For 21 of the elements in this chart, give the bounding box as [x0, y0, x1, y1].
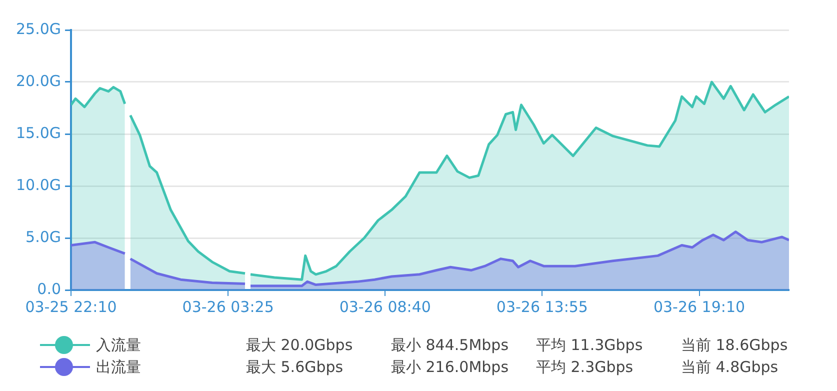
- text: 当前 4.8Gbps: [681, 358, 780, 376]
- text: 最小 216.0Mbps: [391, 358, 510, 376]
- y-tick-label: 10.0G: [16, 176, 62, 194]
- x-tick-label: 03-26 19:10: [653, 298, 746, 316]
- x-tick-label: 03-26 08:40: [339, 298, 431, 316]
- legend-label: 出流量: [96, 358, 142, 376]
- text: 最小 844.5Mbps: [391, 336, 510, 354]
- text: 平均 11.3Gbps: [536, 336, 644, 354]
- y-tick-label: 25.0G: [16, 20, 62, 38]
- y-tick-label: 0.0: [37, 280, 62, 298]
- text: 最大 5.6Gbps: [246, 358, 344, 376]
- y-tick-label: 15.0G: [16, 124, 62, 142]
- y-tick-label: 5.0G: [26, 228, 62, 246]
- x-tick-label: 03-26 03:25: [182, 298, 274, 316]
- x-tick-label: 03-26 13:55: [496, 298, 588, 316]
- y-tick-label: 20.0G: [16, 72, 62, 90]
- text: 最大 20.0Gbps: [246, 336, 354, 354]
- text: 当前 18.6Gbps: [681, 336, 789, 354]
- x-tick-label: 03-25 22:10: [25, 298, 117, 316]
- legend-label: 入流量: [96, 336, 142, 354]
- text: 平均 2.3Gbps: [536, 358, 634, 376]
